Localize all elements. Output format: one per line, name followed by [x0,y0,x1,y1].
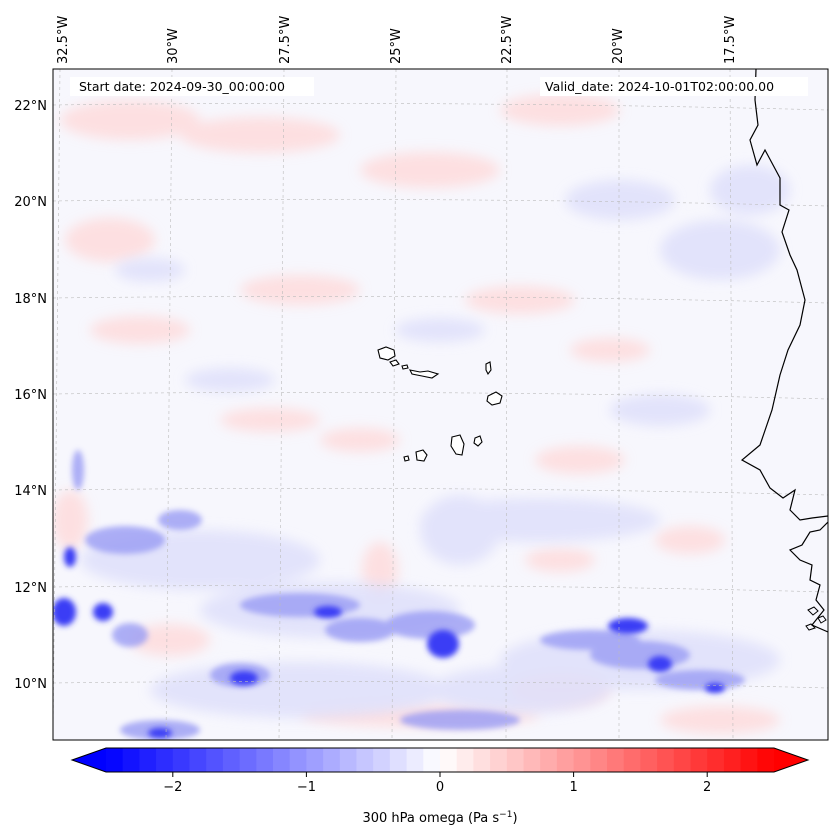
colorbar-min-extend [72,748,106,772]
coastline-west-africa [740,69,828,521]
colorbar-segments [106,748,775,772]
start-date-label: Start date: 2024-09-30_00:00:00 [79,79,285,94]
colorbar-outline [70,747,810,773]
colorbar-segment [289,748,307,772]
colorbar-label-main: 300 hPa omega (Pa s [362,811,499,826]
lon-label-20w: 20°W [611,28,626,64]
lon-label-17-5w: 17.5°W [723,16,738,64]
lat-label-12n: 12°N [14,581,47,596]
colorbar-segment [356,748,374,772]
lat-label-18n: 18°N [14,292,47,307]
colorbar-max-extend [774,748,808,772]
graticule-lon [53,69,734,740]
colorbar-segment [506,748,524,772]
island-fogo [415,449,428,462]
lon-label-25w: 25°W [389,28,404,64]
colorbar-segment [607,748,625,772]
colorbar-segment [189,748,207,772]
island-brava [403,455,410,462]
colorbar-label: 300 hPa omega (Pa s−1) [362,810,517,826]
map-frame [52,68,829,741]
colorbar-segment [423,748,441,772]
valid-date-label: Valid_date: 2024-10-01T02:00:00.00 [545,79,774,94]
lat-label-14n: 14°N [14,484,47,499]
longitude-labels: 32.5°W 30°W 27.5°W 25°W 22.5°W 20°W 17.5… [56,16,738,64]
colorbar-label-end: ) [512,811,517,826]
colorbar-segment [556,748,575,772]
colorbar-tick-label: −2 [163,780,182,795]
colorbar-segment [122,748,140,772]
colorbar-segment [339,748,357,772]
colorbar-segment [156,748,174,772]
colorbar-segment [707,748,725,772]
colorbar-segment [573,748,591,772]
colorbar-segment [473,748,491,772]
colorbar-segment [306,748,324,772]
lon-label-30w: 30°W [166,28,181,64]
colorbar-tick-label: 2 [703,780,711,795]
island-boa-vista [486,391,503,406]
lat-label-10n: 10°N [14,677,47,692]
colorbar-segment [139,748,157,772]
coastline-guinea [788,521,828,633]
cape-verde-islands [377,346,503,462]
island-santiago [450,434,465,456]
colorbar-segment [256,748,274,772]
colorbar-segment [222,748,241,772]
colorbar-segment [406,748,424,772]
colorbar-segment [239,748,257,772]
graticule-lat [53,103,828,689]
colorbar-segment [757,748,775,772]
colorbar-segment [440,748,458,772]
colorbar-segment [389,748,408,772]
colorbar-segment [206,748,224,772]
colorbar-label-sup: −1 [499,810,512,820]
colorbar-segment [657,748,675,772]
island-santo-antao [377,346,396,361]
colorbar-segment [373,748,391,772]
colorbar-segment [590,748,608,772]
colorbar-segment [456,748,474,772]
colorbar-segment [623,748,641,772]
lat-label-20n: 20°N [14,195,47,210]
island-sao-vicente [389,359,400,367]
map-plot-area: Start date: 2024-09-30_00:00:00 Valid_da… [53,69,828,740]
lat-label-16n: 16°N [14,388,47,403]
colorbar-tick-label: 0 [436,780,444,795]
omega-positive-field [53,94,780,734]
colorbar: −2 −1 0 1 2 300 hPa omega (Pa s−1) [70,747,810,826]
island-sao-nicolau [409,369,440,379]
colorbar-segment [723,748,742,772]
colorbar-segment [273,748,291,772]
colorbar-segment [172,748,190,772]
colorbar-segment [523,748,541,772]
latitude-labels: 22°N 20°N 18°N 16°N 14°N 12°N 10°N [14,99,47,692]
lon-label-32-5w: 32.5°W [56,16,71,64]
colorbar-segment [540,748,558,772]
lat-label-22n: 22°N [14,99,47,114]
omega-negative-field-strong [53,547,725,738]
colorbar-segment [673,748,691,772]
island-santa-luzia [401,364,409,370]
colorbar-segment [740,748,758,772]
island-sal [485,361,492,376]
colorbar-segment [690,748,708,772]
valid-date-box [540,77,808,96]
colorbar-tick-label: −1 [297,780,316,795]
colorbar-segment [106,748,124,772]
lon-label-27-5w: 27.5°W [278,16,293,64]
start-date-box [70,77,314,96]
colorbar-segment [323,748,341,772]
colorbar-tick-label: 1 [569,780,577,795]
colorbar-ticks: −2 −1 0 1 2 [163,772,711,795]
island-maio [473,435,483,447]
colorbar-segment [640,748,658,772]
coastline-bijagos [805,606,827,631]
lon-label-22-5w: 22.5°W [500,16,515,64]
colorbar-segment [490,748,508,772]
